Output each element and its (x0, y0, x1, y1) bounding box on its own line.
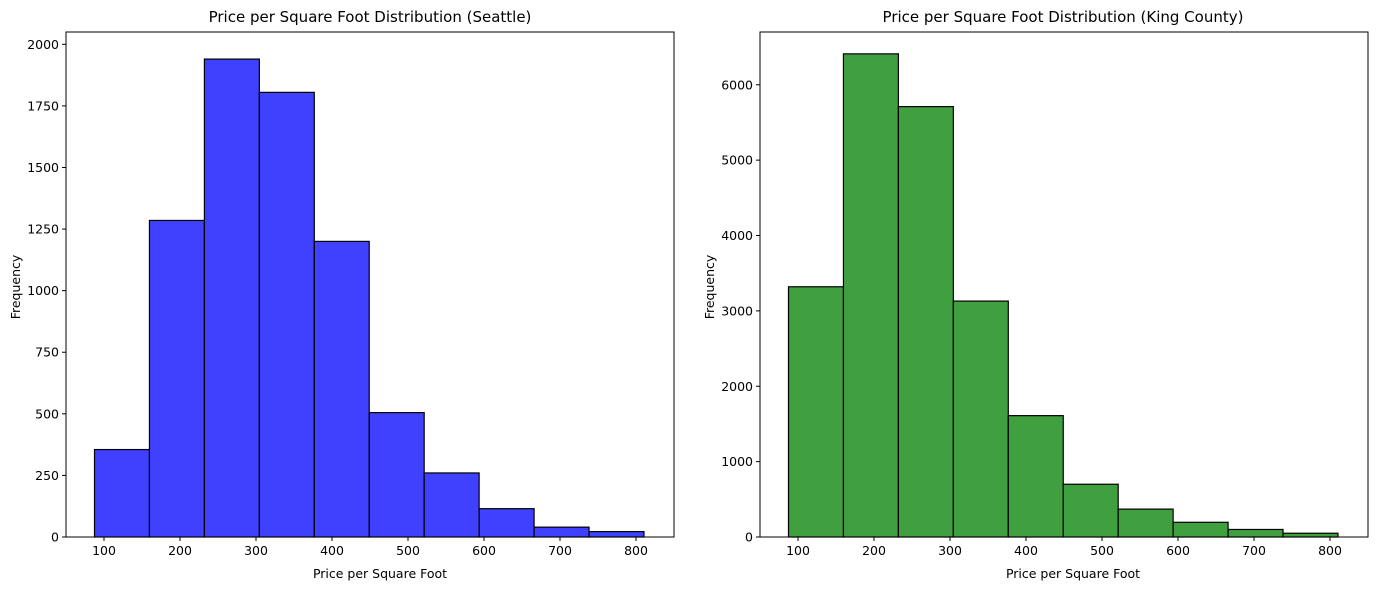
y-tick-label: 6000 (721, 77, 753, 92)
y-tick-label: 0 (51, 530, 59, 545)
histogram-bar (952, 300, 1009, 538)
y-tick-label: 2000 (721, 379, 753, 394)
chart-title: Price per Square Foot Distribution (Seat… (209, 8, 532, 26)
x-tick-label: 700 (1242, 543, 1266, 558)
histogram-bar (1117, 508, 1174, 538)
x-tick-label: 800 (624, 543, 648, 558)
histogram-bar (1062, 483, 1119, 538)
histogram-bar (588, 530, 645, 538)
y-ticks: 0 250 500 750 1000 1250 1500 1750 2000 (27, 37, 66, 545)
histogram-bar (533, 526, 590, 538)
histogram-bar (1227, 528, 1284, 538)
x-tick-label: 100 (786, 543, 810, 558)
x-axis-label: Price per Square Foot (313, 566, 447, 581)
histogram-bar (313, 240, 370, 538)
x-tick-label: 700 (548, 543, 572, 558)
y-tick-label: 500 (35, 406, 59, 421)
chart-title: Price per Square Foot Distribution (King… (883, 8, 1244, 26)
y-tick-label: 2000 (27, 37, 59, 52)
x-tick-label: 500 (1090, 543, 1114, 558)
seattle-histogram: Price per Square Foot Distribution (Seat… (8, 8, 675, 581)
x-tick-label: 600 (1166, 543, 1190, 558)
histogram-bar (897, 106, 954, 538)
histogram-bar (842, 53, 899, 538)
y-tick-label: 0 (745, 530, 753, 545)
y-tick-label: 1000 (721, 454, 753, 469)
histogram-bar (203, 58, 260, 538)
histogram-bar (148, 219, 205, 538)
histogram-bar (423, 472, 480, 538)
y-tick-label: 1500 (27, 160, 59, 175)
x-tick-label: 100 (92, 543, 116, 558)
plot-frame (759, 31, 1369, 538)
bars (787, 53, 1339, 538)
plot-frame (65, 31, 675, 538)
y-axis-label: Frequency (702, 254, 717, 319)
x-tick-label: 400 (320, 543, 344, 558)
y-axis-label: Frequency (8, 254, 23, 319)
x-ticks: 100 200 300 400 500 600 700 800 (92, 537, 648, 558)
histogram-bar (368, 411, 425, 538)
y-tick-label: 5000 (721, 153, 753, 168)
y-ticks: 0 1000 2000 3000 4000 5000 6000 (721, 77, 760, 545)
y-tick-label: 3000 (721, 303, 753, 318)
x-axis-label: Price per Square Foot (1006, 566, 1140, 581)
y-tick-label: 250 (35, 468, 59, 483)
histogram-bar (1172, 521, 1229, 538)
y-tick-label: 4000 (721, 228, 753, 243)
histogram-bar (1007, 415, 1064, 538)
king-county-histogram: Price per Square Foot Distribution (King… (702, 8, 1369, 581)
x-tick-label: 600 (472, 543, 496, 558)
histogram-bar (478, 508, 535, 538)
x-tick-label: 200 (862, 543, 886, 558)
x-tick-label: 400 (1014, 543, 1038, 558)
histogram-bar (1282, 532, 1339, 538)
y-tick-label: 1250 (27, 222, 59, 237)
y-tick-label: 1000 (27, 283, 59, 298)
histogram-bar (258, 91, 315, 538)
x-ticks: 100 200 300 400 500 600 700 800 (786, 537, 1342, 558)
x-tick-label: 300 (938, 543, 962, 558)
x-tick-label: 200 (168, 543, 192, 558)
y-tick-label: 1750 (27, 98, 59, 113)
x-tick-label: 800 (1318, 543, 1342, 558)
x-tick-label: 300 (244, 543, 268, 558)
x-tick-label: 500 (396, 543, 420, 558)
y-tick-label: 750 (35, 345, 59, 360)
histogram-bar (93, 448, 151, 538)
bars (93, 58, 645, 538)
histogram-bar (787, 286, 845, 538)
